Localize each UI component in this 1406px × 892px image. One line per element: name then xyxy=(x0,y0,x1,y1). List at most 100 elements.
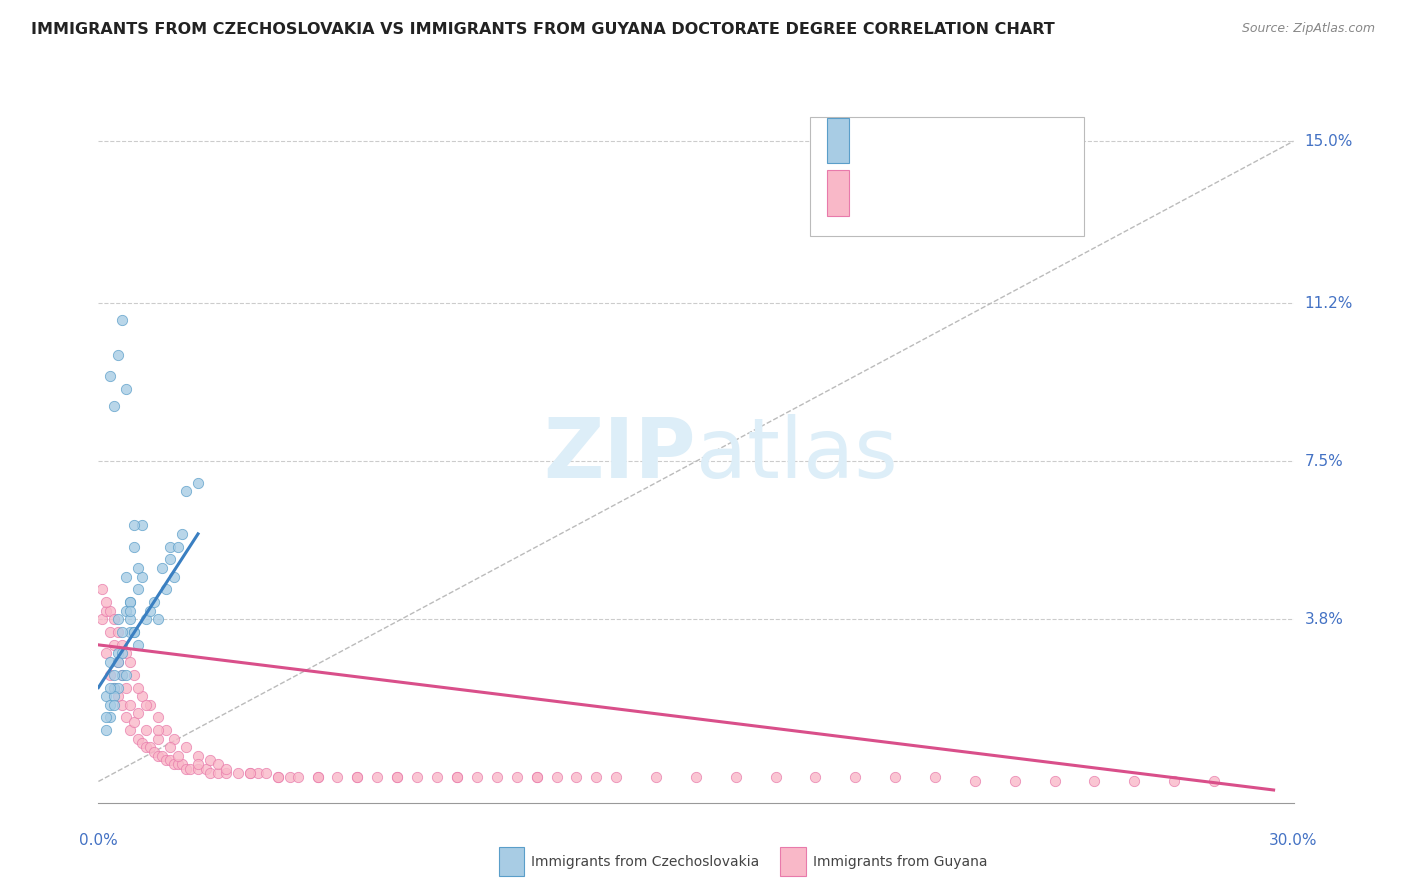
Point xyxy=(127,731,149,746)
Point xyxy=(98,655,122,669)
Point xyxy=(215,762,238,776)
Point xyxy=(174,740,197,755)
Point xyxy=(565,770,588,784)
Point xyxy=(96,710,118,724)
Point xyxy=(685,770,707,784)
Point xyxy=(103,667,125,681)
Point xyxy=(98,710,122,724)
Point xyxy=(195,762,218,776)
Point xyxy=(98,681,122,695)
Text: R =  0.313: R = 0.313 xyxy=(859,132,948,150)
Point xyxy=(174,484,197,499)
Point xyxy=(506,770,529,784)
Point xyxy=(1123,774,1146,789)
Point xyxy=(103,689,125,703)
Point xyxy=(96,647,118,661)
Point xyxy=(111,638,134,652)
Point xyxy=(111,698,134,712)
Point xyxy=(131,569,153,583)
Point xyxy=(115,569,138,583)
Point xyxy=(884,770,907,784)
FancyBboxPatch shape xyxy=(827,118,849,163)
Point xyxy=(96,595,118,609)
Point xyxy=(287,770,309,784)
Point xyxy=(115,604,138,618)
Point xyxy=(120,595,142,609)
Point xyxy=(98,667,122,681)
Point xyxy=(135,740,157,755)
Point xyxy=(96,689,118,703)
Point xyxy=(98,625,122,640)
Point xyxy=(127,681,149,695)
Point xyxy=(465,770,488,784)
Point xyxy=(163,569,186,583)
Point xyxy=(115,647,138,661)
Point xyxy=(139,740,162,755)
Text: 15.0%: 15.0% xyxy=(1305,134,1353,149)
Text: N = 108: N = 108 xyxy=(972,184,1039,202)
Point xyxy=(239,766,262,780)
Point xyxy=(246,766,269,780)
Text: 7.5%: 7.5% xyxy=(1305,454,1343,469)
Point xyxy=(198,753,221,767)
Point xyxy=(1202,774,1225,789)
Point xyxy=(446,770,468,784)
Point xyxy=(167,540,190,554)
Point xyxy=(120,595,142,609)
Point xyxy=(159,740,181,755)
Point xyxy=(159,552,181,566)
Text: 0.0%: 0.0% xyxy=(79,833,118,848)
Point xyxy=(98,368,122,383)
Text: atlas: atlas xyxy=(696,415,897,495)
Point xyxy=(91,612,114,626)
Point xyxy=(98,604,122,618)
Point xyxy=(124,518,146,533)
Point xyxy=(124,540,146,554)
Point xyxy=(96,723,118,738)
Point xyxy=(254,766,277,780)
Point xyxy=(307,770,329,784)
Point xyxy=(148,710,170,724)
Text: IMMIGRANTS FROM CZECHOSLOVAKIA VS IMMIGRANTS FROM GUYANA DOCTORATE DEGREE CORREL: IMMIGRANTS FROM CZECHOSLOVAKIA VS IMMIGR… xyxy=(31,22,1054,37)
Point xyxy=(120,604,142,618)
Point xyxy=(143,745,166,759)
Point xyxy=(485,770,508,784)
Point xyxy=(107,689,129,703)
Point xyxy=(96,604,118,618)
Point xyxy=(172,527,194,541)
Point xyxy=(226,766,249,780)
Point xyxy=(366,770,388,784)
Point xyxy=(148,612,170,626)
Point xyxy=(148,748,170,763)
Point xyxy=(924,770,946,784)
Point xyxy=(98,698,122,712)
Point xyxy=(406,770,429,784)
Point xyxy=(103,681,125,695)
Text: Source: ZipAtlas.com: Source: ZipAtlas.com xyxy=(1241,22,1375,36)
Point xyxy=(446,770,468,784)
Point xyxy=(135,698,157,712)
Point xyxy=(103,698,125,712)
Point xyxy=(111,667,134,681)
Point xyxy=(124,625,146,640)
Point xyxy=(426,770,449,784)
Point xyxy=(1083,774,1105,789)
Point xyxy=(307,770,329,784)
Point xyxy=(115,681,138,695)
Text: ZIP: ZIP xyxy=(544,415,696,495)
Point xyxy=(159,540,181,554)
Point xyxy=(127,582,149,597)
Point xyxy=(103,399,125,413)
Point xyxy=(187,475,209,490)
Point xyxy=(127,638,149,652)
Point xyxy=(605,770,627,784)
Text: 30.0%: 30.0% xyxy=(1270,833,1317,848)
Point xyxy=(150,561,173,575)
Point xyxy=(326,770,349,784)
Point xyxy=(724,770,747,784)
Point xyxy=(179,762,201,776)
Point xyxy=(163,731,186,746)
Point xyxy=(91,582,114,597)
Point xyxy=(107,647,129,661)
Point xyxy=(120,612,142,626)
